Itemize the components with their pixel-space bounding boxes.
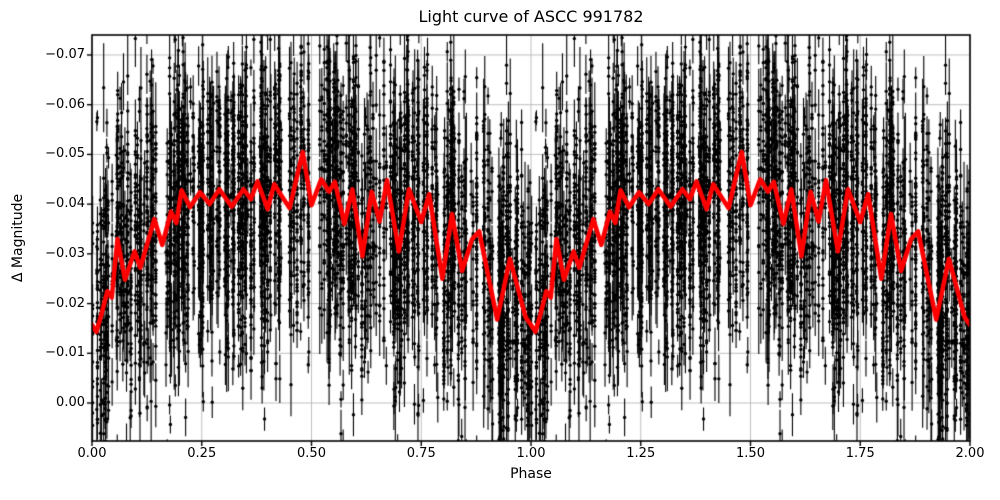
y-tick-label: −0.07 [45, 46, 85, 62]
y-tick-label: −0.04 [45, 196, 85, 212]
y-tick-label: −0.01 [45, 345, 85, 361]
x-tick-label: 1.25 [626, 446, 656, 461]
x-tick-label: 1.75 [845, 446, 875, 461]
x-tick-label: 0.00 [77, 446, 107, 461]
x-tick-label: 0.50 [297, 446, 326, 461]
x-axis-label: Phase [510, 466, 552, 482]
x-tick-label: 1.00 [516, 446, 546, 461]
x-tick-label: 0.75 [406, 446, 436, 461]
y-tick-label: −0.05 [45, 146, 85, 162]
chart-title: Light curve of ASCC 991782 [418, 7, 644, 26]
x-tick-label: 2.00 [955, 446, 985, 461]
y-tick-label: −0.06 [45, 96, 85, 112]
x-tick-label: 0.25 [187, 446, 217, 461]
y-tick-label: 0.00 [56, 395, 85, 410]
y-tick-label: −0.02 [45, 295, 85, 311]
y-tick-label: −0.03 [45, 245, 85, 261]
x-tick-label: 1.50 [736, 446, 765, 461]
